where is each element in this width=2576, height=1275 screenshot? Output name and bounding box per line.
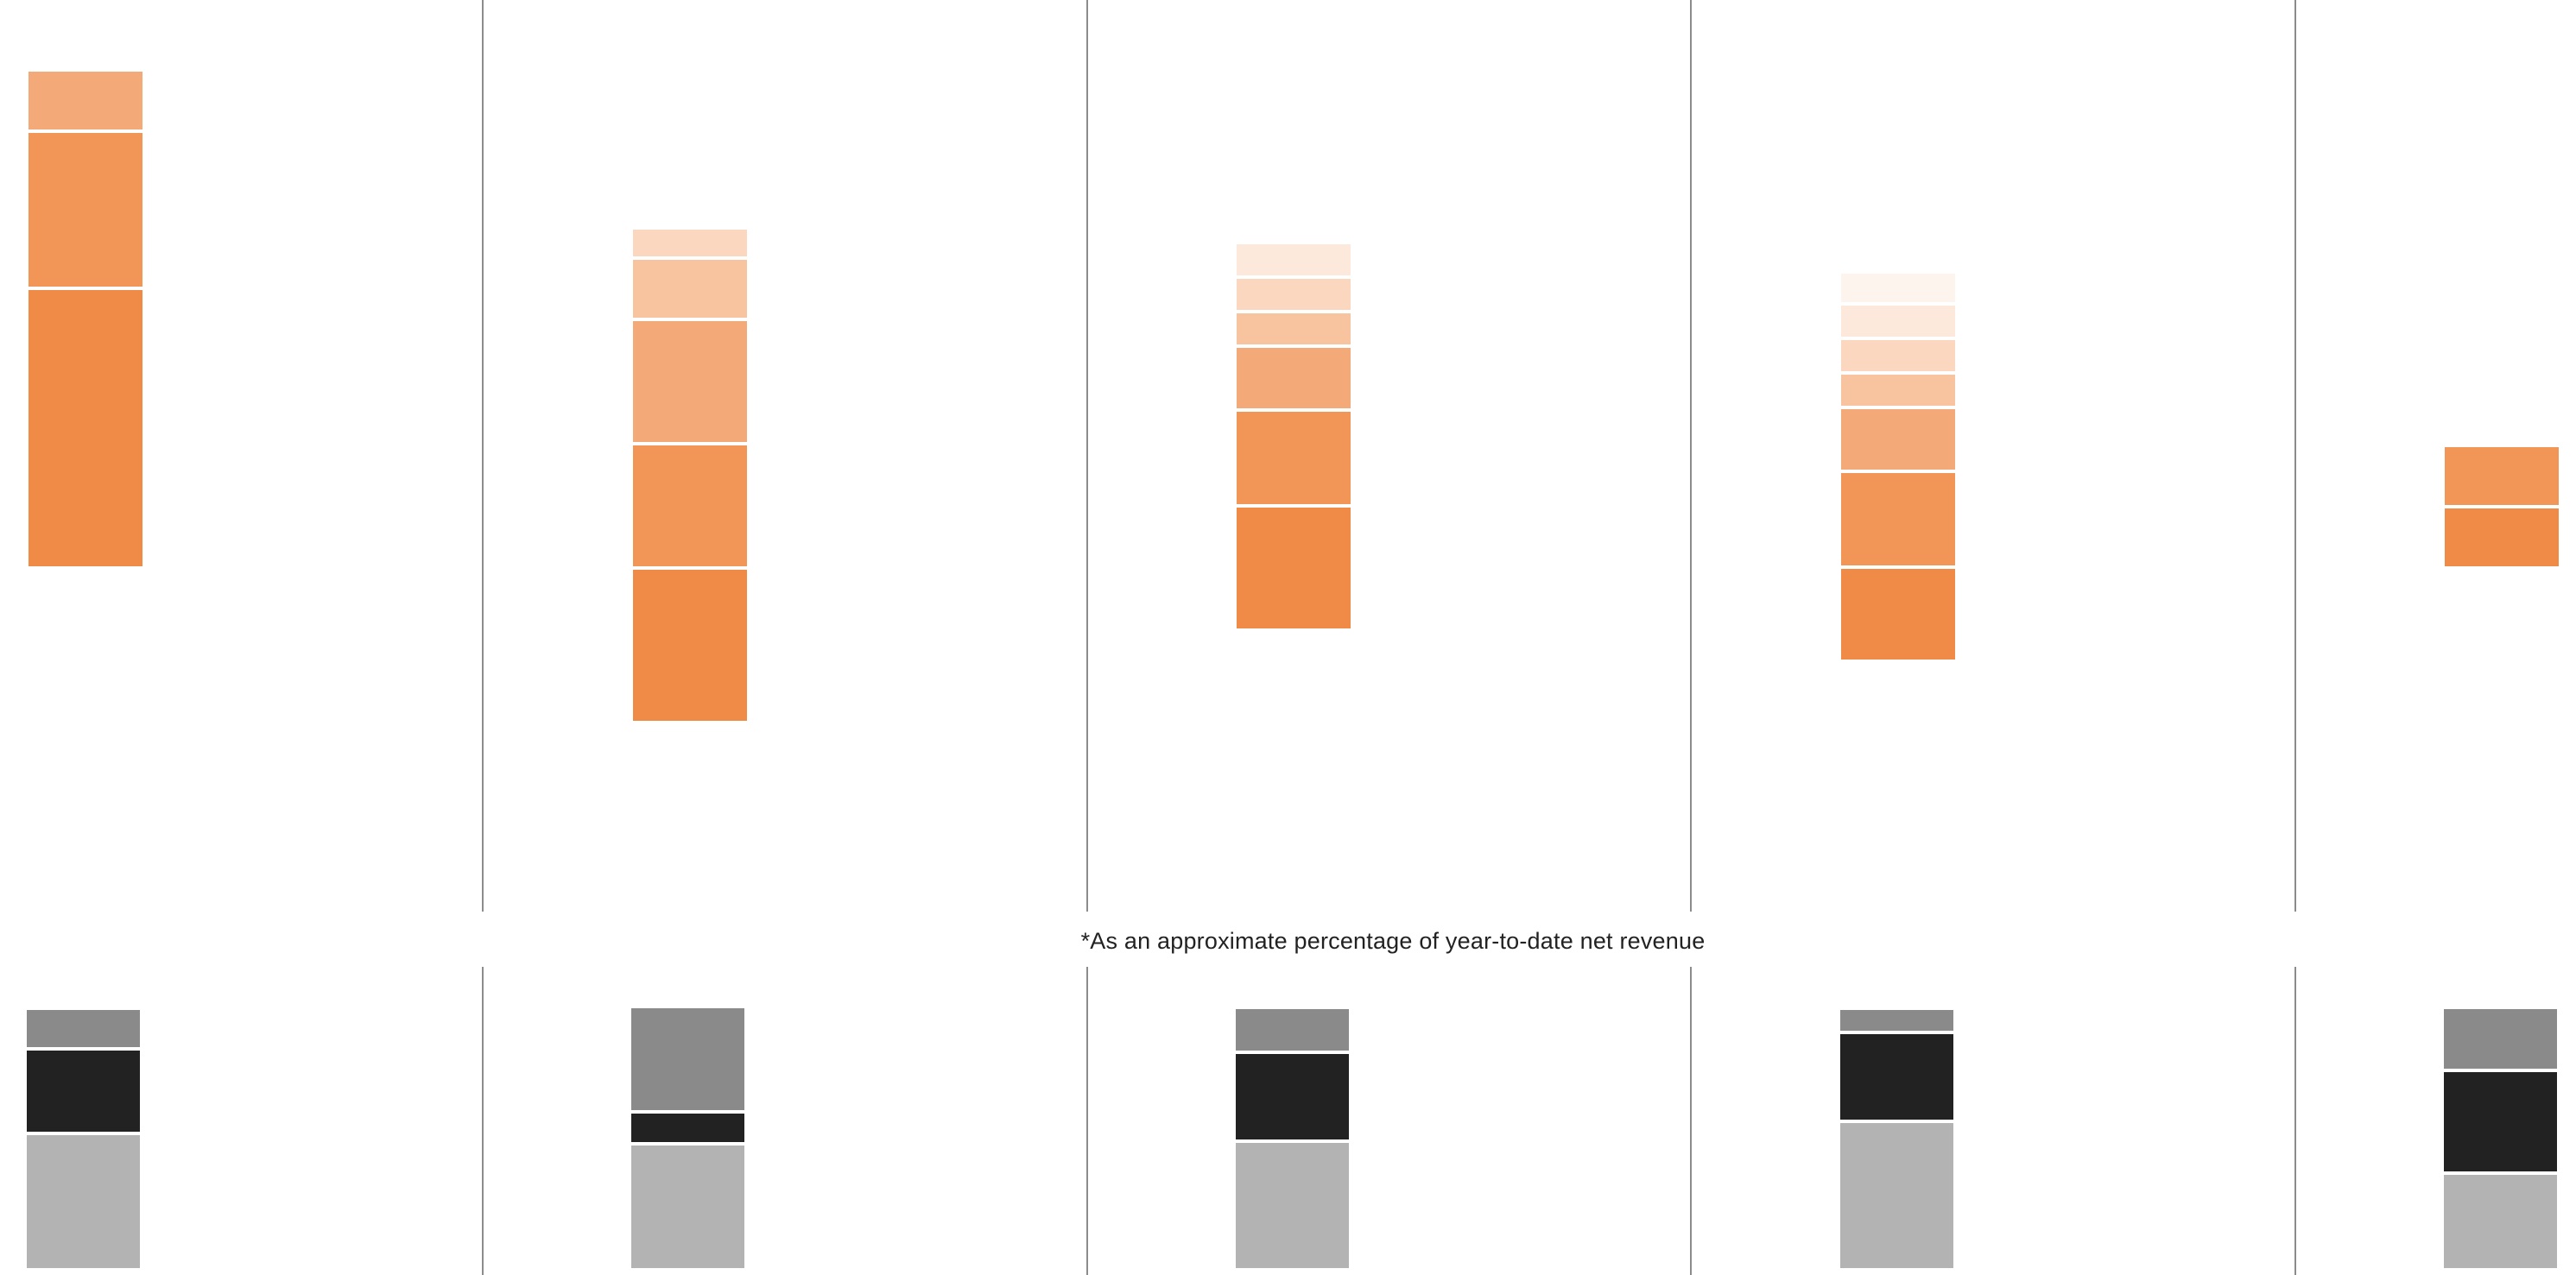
bar-segment-top-col2-s4	[633, 260, 747, 318]
bar-segment-top-col3-s4	[1237, 313, 1351, 344]
bar-segment-top-col4-s7	[1841, 274, 1955, 302]
bar-segment-top-col5-s2	[2445, 447, 2559, 505]
bar-segment-bottom-col5-s1	[2444, 1175, 2557, 1268]
bar-segment-top-col3-s2	[1237, 412, 1351, 504]
bar-segment-top-col3-s5	[1237, 279, 1351, 310]
bar-segment-bottom-col3-s3	[1236, 1009, 1349, 1051]
bar-segment-bottom-col5-s2	[2444, 1072, 2557, 1171]
bar-segment-bottom-col3-s2	[1236, 1054, 1349, 1139]
stacked-bar-panel-bottom	[27, 1008, 2557, 1268]
bar-segment-top-col4-s3	[1841, 409, 1955, 470]
bar-segment-top-col3-s1	[1237, 508, 1351, 628]
bar-segment-top-col2-s1	[633, 570, 747, 721]
footnote: *As an approximate percentage of year-to…	[0, 924, 2576, 958]
bar-segment-bottom-col4-s3	[1840, 1010, 1953, 1031]
bar-segment-top-col4-s2	[1841, 473, 1955, 565]
bar-segment-top-col4-s5	[1841, 340, 1955, 371]
bar-segment-bottom-col1-s2	[27, 1051, 140, 1132]
bar-segment-bottom-col2-s2	[631, 1114, 744, 1142]
bar-segment-bottom-col1-s1	[27, 1135, 140, 1268]
bar-segment-top-col1-s2	[28, 133, 142, 287]
stacked-bar-panel-top	[28, 72, 2559, 721]
bar-segment-bottom-col2-s3	[631, 1008, 744, 1110]
bar-segment-top-col1-s1	[28, 290, 142, 566]
bar-segment-top-col2-s5	[633, 230, 747, 256]
bar-segment-bottom-col3-s1	[1236, 1143, 1349, 1268]
bar-segment-top-col3-s6	[1237, 244, 1351, 275]
bar-segment-top-col4-s4	[1841, 375, 1955, 406]
bar-segment-bottom-col1-s3	[27, 1010, 140, 1047]
bar-segment-top-col2-s3	[633, 321, 747, 442]
bar-segment-bottom-col2-s1	[631, 1146, 744, 1268]
bar-segment-top-col4-s6	[1841, 306, 1955, 337]
bar-segment-top-col5-s1	[2445, 508, 2559, 566]
bar-segment-top-col1-s3	[28, 72, 142, 129]
bar-segment-top-col2-s2	[633, 445, 747, 566]
bar-segment-bottom-col4-s1	[1840, 1123, 1953, 1268]
bar-segment-top-col3-s3	[1237, 348, 1351, 408]
bar-segment-bottom-col4-s2	[1840, 1034, 1953, 1120]
bar-segment-top-col4-s1	[1841, 569, 1955, 660]
bar-segment-bottom-col5-s3	[2444, 1009, 2557, 1069]
